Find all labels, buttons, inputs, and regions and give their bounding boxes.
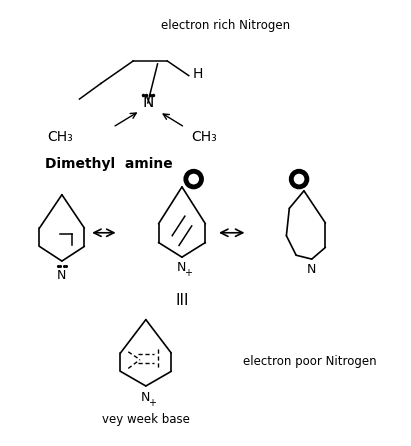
Text: electron poor Nitrogen: electron poor Nitrogen (243, 355, 377, 368)
Text: N: N (57, 269, 67, 282)
Text: CH₃: CH₃ (47, 130, 73, 144)
Text: N: N (141, 391, 150, 404)
Text: III: III (175, 293, 189, 308)
Text: vey week base: vey week base (102, 413, 190, 426)
Text: H: H (193, 66, 203, 81)
Text: N: N (176, 261, 186, 274)
Text: electron rich Nitrogen: electron rich Nitrogen (161, 19, 291, 32)
Text: +: + (148, 398, 156, 408)
Text: N: N (307, 263, 316, 276)
Text: CH₃: CH₃ (192, 130, 217, 144)
Text: +: + (184, 268, 192, 278)
Text: Dimethyl  amine: Dimethyl amine (45, 157, 173, 171)
Text: N: N (142, 95, 153, 111)
